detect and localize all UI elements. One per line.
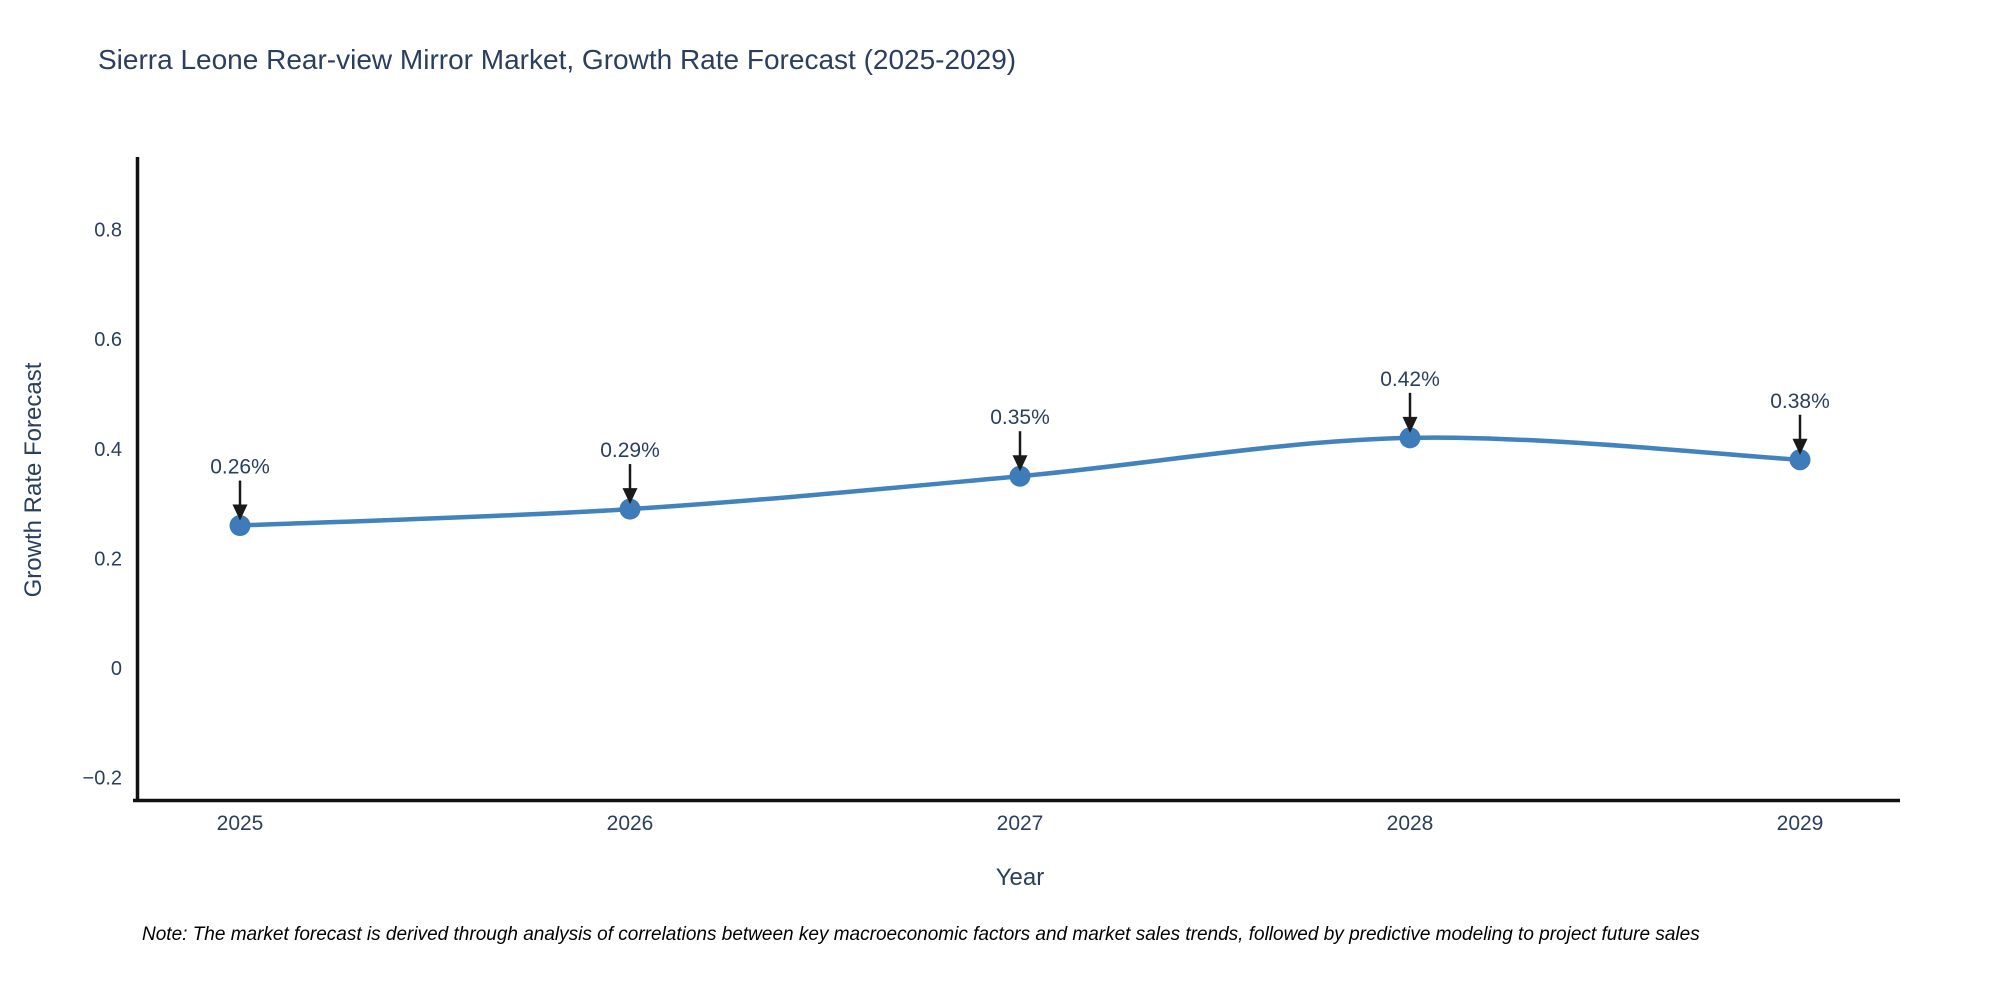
- x-tick-label: 2025: [217, 812, 264, 835]
- annotation-arrowhead-icon: [232, 504, 248, 521]
- x-tick-label: 2027: [997, 812, 1044, 835]
- data-point-marker: [619, 498, 641, 520]
- note-text: Note: The market forecast is derived thr…: [142, 924, 1700, 945]
- y-tick-label: −0.2: [83, 768, 122, 790]
- annotation-arrowhead-icon: [1402, 416, 1418, 433]
- annotation-arrowhead-icon: [1792, 438, 1808, 455]
- point-annotation-label: 0.38%: [1770, 390, 1830, 413]
- point-annotation-label: 0.29%: [600, 439, 660, 462]
- data-point-marker: [229, 515, 251, 537]
- y-tick-label: 0.4: [94, 439, 122, 461]
- x-tick-label: 2029: [1777, 812, 1824, 835]
- chart-title: Sierra Leone Rear-view Mirror Market, Gr…: [98, 44, 1017, 75]
- data-point-marker: [1009, 465, 1031, 487]
- x-axis-title: Year: [995, 864, 1045, 891]
- annotation-arrowhead-icon: [622, 488, 638, 505]
- x-tick-label: 2028: [1387, 812, 1434, 835]
- data-point-marker: [1399, 427, 1421, 449]
- data-point-marker: [1789, 449, 1811, 471]
- point-annotation-label: 0.35%: [990, 406, 1050, 429]
- y-tick-label: 0.2: [94, 548, 122, 570]
- y-tick-label: 0: [111, 658, 122, 680]
- y-axis-title: Growth Rate Forecast: [20, 362, 47, 598]
- point-annotation-label: 0.42%: [1380, 368, 1440, 391]
- x-tick-label: 2026: [607, 812, 654, 835]
- annotation-arrowhead-icon: [1012, 455, 1028, 472]
- y-tick-label: 0.6: [94, 329, 122, 351]
- point-annotation-label: 0.26%: [210, 456, 270, 479]
- y-tick-label: 0.8: [94, 220, 122, 242]
